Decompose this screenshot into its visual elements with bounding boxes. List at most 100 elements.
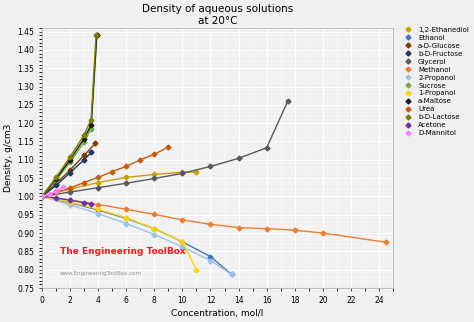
Line: a-Maltose: a-Maltose <box>40 33 99 198</box>
Glycerol <box>152 176 157 180</box>
a-Maltose <box>88 123 94 127</box>
b-D-Fructose <box>39 194 45 198</box>
1,2-Ethanediol <box>95 181 101 185</box>
Methanol <box>320 231 326 235</box>
1-Propanol <box>193 268 199 272</box>
Glycerol <box>67 190 73 194</box>
1-Propanol <box>152 227 157 231</box>
Sucrose <box>53 178 59 182</box>
Methanol <box>39 194 45 198</box>
Line: Glycerol: Glycerol <box>40 99 290 198</box>
Ethanol <box>208 255 213 259</box>
Glycerol <box>180 171 185 175</box>
D-Mannitol <box>53 189 59 193</box>
a-Maltose <box>67 158 73 162</box>
D-Mannitol <box>46 192 52 196</box>
Glycerol <box>208 165 213 168</box>
b-D-Lactose <box>93 33 99 37</box>
a-D-Glucose <box>39 194 45 198</box>
b-D-Lactose <box>81 133 87 137</box>
Ethanol <box>95 208 101 212</box>
b-D-Lactose <box>53 175 59 179</box>
Ethanol <box>67 201 73 204</box>
Sucrose <box>94 33 100 37</box>
Line: D-Mannitol: D-Mannitol <box>40 185 65 198</box>
b-D-Lactose <box>88 118 94 121</box>
b-D-Fructose <box>67 171 73 175</box>
Line: b-D-Lactose: b-D-Lactose <box>40 33 98 198</box>
Line: Methanol: Methanol <box>40 195 388 244</box>
Acetone <box>39 194 45 198</box>
Urea <box>95 175 101 179</box>
Methanol <box>383 240 389 244</box>
Acetone <box>88 202 94 206</box>
Line: b-D-Fructose: b-D-Fructose <box>40 151 93 198</box>
a-Maltose <box>53 177 59 181</box>
2-Propanol <box>123 222 129 225</box>
Ethanol <box>152 227 157 231</box>
Acetone <box>81 201 87 204</box>
Urea <box>67 186 73 190</box>
Methanol <box>95 203 101 206</box>
Urea <box>137 158 143 162</box>
1-Propanol <box>123 216 129 220</box>
Ethanol <box>180 240 185 244</box>
Ethanol <box>39 194 45 198</box>
Urea <box>152 152 157 156</box>
1-Propanol <box>39 194 45 198</box>
a-Maltose <box>94 33 100 37</box>
Methanol <box>264 227 270 231</box>
1,2-Ethanediol <box>39 194 45 198</box>
a-D-Glucose <box>67 168 73 172</box>
Text: The Engineering ToolBox: The Engineering ToolBox <box>60 247 185 256</box>
Glycerol <box>236 156 241 160</box>
Line: a-D-Glucose: a-D-Glucose <box>40 142 97 198</box>
Acetone <box>53 196 59 200</box>
1,2-Ethanediol <box>67 187 73 191</box>
1,2-Ethanediol <box>123 175 129 179</box>
Urea <box>109 170 115 174</box>
1,2-Ethanediol <box>180 170 185 174</box>
Acetone <box>67 198 73 202</box>
2-Propanol <box>39 194 45 198</box>
Sucrose <box>81 140 87 144</box>
2-Propanol <box>95 212 101 216</box>
Glycerol <box>264 146 270 150</box>
Line: 1,2-Ethanediol: 1,2-Ethanediol <box>40 170 198 198</box>
b-D-Fructose <box>81 158 87 162</box>
Methanol <box>292 228 298 232</box>
Sucrose <box>67 160 73 164</box>
b-D-Fructose <box>88 151 94 155</box>
a-D-Glucose <box>53 182 59 185</box>
Urea <box>81 181 87 185</box>
Glycerol <box>95 186 101 190</box>
1-Propanol <box>67 200 73 204</box>
X-axis label: Concentration, mol/l: Concentration, mol/l <box>171 309 264 318</box>
Methanol <box>236 226 241 230</box>
2-Propanol <box>67 203 73 207</box>
Glycerol <box>39 194 45 198</box>
Line: 2-Propanol: 2-Propanol <box>40 195 233 276</box>
Line: Urea: Urea <box>40 145 170 198</box>
Urea <box>53 190 59 194</box>
b-D-Lactose <box>67 155 73 159</box>
Urea <box>123 165 129 168</box>
Urea <box>165 145 171 149</box>
2-Propanol <box>229 272 235 276</box>
D-Mannitol <box>60 185 66 189</box>
Legend: 1,2-Ethanediol, Ethanol, a-D-Glucose, b-D-Fructose, Glycerol, Methanol, 2-Propan: 1,2-Ethanediol, Ethanol, a-D-Glucose, b-… <box>400 26 470 137</box>
Methanol <box>152 213 157 216</box>
Methanol <box>208 223 213 226</box>
2-Propanol <box>180 245 185 249</box>
a-D-Glucose <box>81 154 87 157</box>
Methanol <box>180 218 185 222</box>
Line: Ethanol: Ethanol <box>40 195 233 276</box>
1-Propanol <box>95 207 101 211</box>
Methanol <box>67 198 73 202</box>
Title: Density of aqueous solutions
at 20°C: Density of aqueous solutions at 20°C <box>142 4 293 26</box>
b-D-Lactose <box>39 194 45 198</box>
Ethanol <box>123 216 129 220</box>
Y-axis label: Density, g/cm3: Density, g/cm3 <box>4 124 13 192</box>
Line: Sucrose: Sucrose <box>40 33 99 198</box>
D-Mannitol <box>39 194 45 198</box>
